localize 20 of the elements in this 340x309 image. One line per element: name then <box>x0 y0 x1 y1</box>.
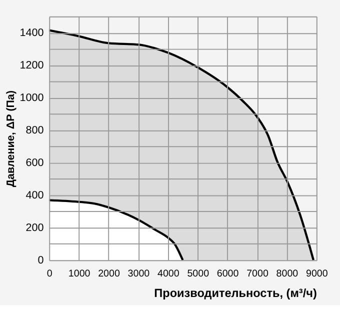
y-tick-label: 1400 <box>20 27 44 40</box>
y-axis-title: Давление, ΔP (Па) <box>4 90 17 188</box>
y-tick-label: 0 <box>38 254 44 267</box>
x-tick-label: 0 <box>46 268 53 280</box>
y-tick-label: 1000 <box>20 92 44 104</box>
y-tick-label: 1200 <box>20 60 44 72</box>
x-tick-label: 9000 <box>306 268 328 280</box>
x-tick-label: 8000 <box>276 268 299 280</box>
x-tick-label: 4000 <box>157 268 180 280</box>
x-tick-label: 2000 <box>98 268 120 280</box>
x-tick-label: 6000 <box>216 268 240 280</box>
x-tick-label: 3000 <box>128 268 150 280</box>
y-tick-label: 600 <box>26 157 44 170</box>
x-tick-label: 5000 <box>187 268 210 280</box>
x-tick-label: 1000 <box>68 268 91 280</box>
x-axis-title: Производительность, (м³/ч) <box>154 286 317 300</box>
x-tick-label: 7000 <box>246 268 269 280</box>
y-tick-label: 200 <box>26 222 44 234</box>
y-tick-label: 400 <box>26 190 44 202</box>
y-tick-label: 800 <box>26 124 44 137</box>
